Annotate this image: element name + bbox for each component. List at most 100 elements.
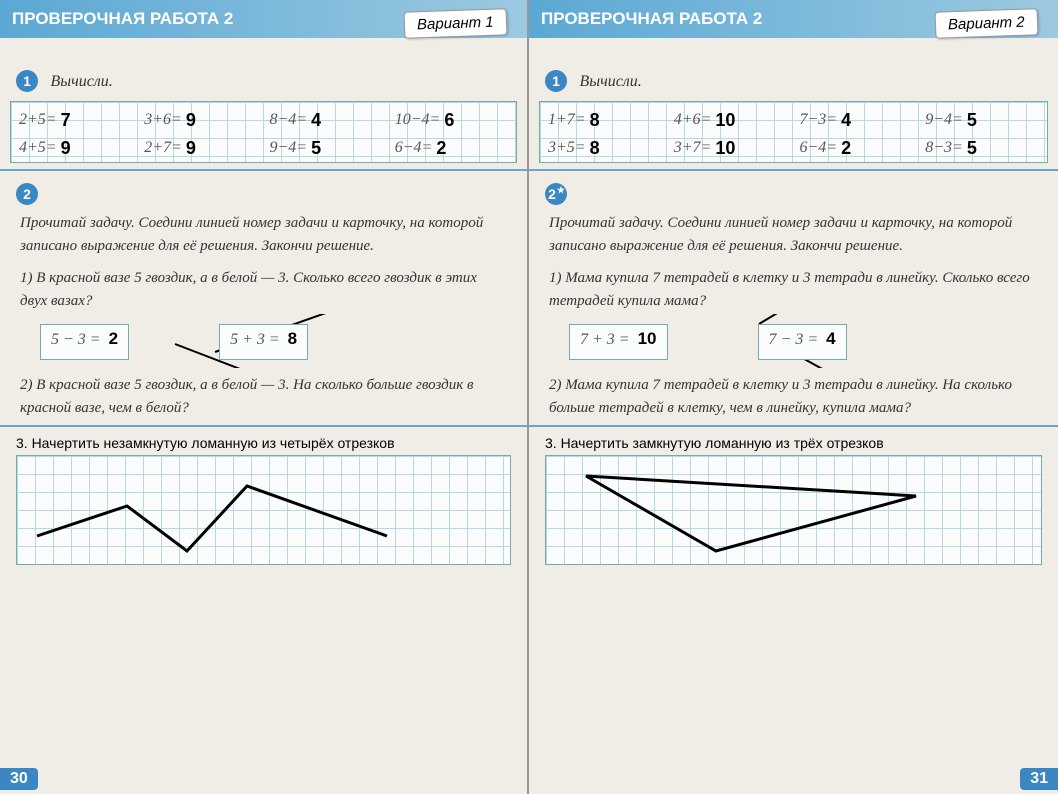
page-variant-1: ПРОВЕРОЧНАЯ РАБОТА 2 Вариант 1 1 Вычисли… [0, 0, 529, 794]
polyline-svg [17, 456, 510, 564]
calc-expr: 9−4= [925, 111, 963, 129]
expr2: 7 − 3 = [769, 331, 819, 348]
closed-polygon [586, 476, 916, 551]
calc-answer: 8 [590, 138, 600, 159]
drawing-grid [16, 455, 511, 565]
calc-expr: 2+5= [19, 111, 57, 129]
task1-badge: 1 [16, 70, 38, 92]
calc-expr: 7−3= [800, 111, 838, 129]
task2-row: 2 [0, 175, 527, 210]
expr2-ans: 8 [288, 329, 297, 348]
page-number: 30 [0, 768, 38, 790]
task2-badge: 2 [16, 183, 38, 205]
task2-text: Прочитай задачу. Соедини линией номер за… [529, 210, 1058, 261]
calc-answer: 9 [186, 110, 196, 131]
expr1: 5 − 3 = [51, 331, 101, 348]
calc-answer: 5 [967, 138, 977, 159]
calc-expr: 3+6= [144, 111, 182, 129]
calc-expr: 2+7= [144, 139, 182, 157]
calc-answer: 4 [311, 110, 321, 131]
task1-title: Вычисли. [50, 73, 112, 90]
calc-cell: 6−4=2 [794, 134, 920, 162]
calc-expr: 3+7= [674, 139, 712, 157]
divider [529, 169, 1058, 171]
expr-box-1: 7 + 3 = 10 [569, 324, 668, 360]
calc-expr: 6−4= [395, 139, 433, 157]
calc-cell: 9−4=5 [264, 134, 389, 162]
drawing-grid [545, 455, 1042, 565]
calc-answer: 4 [841, 110, 851, 131]
expr1-ans: 2 [109, 329, 118, 348]
question-2: 2) Мама купила 7 тетрадей в клетку и 3 т… [529, 368, 1058, 421]
header-title: ПРОВЕРОЧНАЯ РАБОТА 2 [12, 9, 233, 29]
expr2: 5 + 3 = [230, 331, 280, 348]
calc-answer: 2 [436, 138, 446, 159]
calc-answer: 7 [61, 110, 71, 131]
variant-tab: Вариант 1 [404, 8, 508, 39]
question-2: 2) В красной вазе 5 гвоздик, а в белой —… [0, 368, 527, 421]
calc-answer: 9 [186, 138, 196, 159]
calc-cell: 4+5=9 [13, 134, 138, 162]
page-variant-2: ПРОВЕРОЧНАЯ РАБОТА 2 Вариант 2 1 Вычисли… [529, 0, 1058, 794]
calc-expr: 4+5= [19, 139, 57, 157]
calc-grid: 1+7=84+6=107−3=49−4=53+5=83+7=106−4=28−3… [539, 101, 1048, 163]
task3-label: 3. Начертить незамкнутую ломанную из чет… [0, 431, 527, 453]
calc-cell: 6−4=2 [389, 134, 514, 162]
calc-expr: 4+6= [674, 111, 712, 129]
expr1-ans: 10 [638, 329, 657, 348]
expression-row: 5 − 3 = 2 5 + 3 = 8 [0, 314, 527, 368]
calc-expr: 8−4= [270, 111, 308, 129]
task1-title: Вычисли. [579, 73, 641, 90]
expr2-ans: 4 [826, 329, 835, 348]
calc-grid: 2+5=73+6=98−4=410−4=64+5=92+7=99−4=56−4=… [10, 101, 517, 163]
calc-cell: 3+5=8 [542, 134, 668, 162]
expr-box-1: 5 − 3 = 2 [40, 324, 129, 360]
calc-expr: 1+7= [548, 111, 586, 129]
task1-row: 1 Вычисли. [529, 62, 1058, 97]
calc-cell: 2+5=7 [13, 106, 138, 134]
task1-badge: 1 [545, 70, 567, 92]
divider [0, 425, 527, 427]
calc-cell: 10−4=6 [389, 106, 514, 134]
calc-cell: 4+6=10 [668, 106, 794, 134]
calc-answer: 5 [967, 110, 977, 131]
calc-cell: 7−3=4 [794, 106, 920, 134]
expr-box-2: 7 − 3 = 4 [758, 324, 847, 360]
calc-answer: 10 [715, 138, 735, 159]
calc-answer: 6 [444, 110, 454, 131]
question-1: 1) В красной вазе 5 гвоздик, а в белой —… [0, 261, 527, 314]
calc-cell: 1+7=8 [542, 106, 668, 134]
expr-box-2: 5 + 3 = 8 [219, 324, 308, 360]
calc-answer: 8 [590, 110, 600, 131]
expr1: 7 + 3 = [580, 331, 630, 348]
header-title: ПРОВЕРОЧНАЯ РАБОТА 2 [541, 9, 762, 29]
variant-tab: Вариант 2 [935, 8, 1039, 39]
task2-badge: 2 [545, 183, 567, 205]
calc-cell: 2+7=9 [138, 134, 263, 162]
calc-answer: 10 [715, 110, 735, 131]
divider [529, 425, 1058, 427]
calc-cell: 3+6=9 [138, 106, 263, 134]
calc-answer: 5 [311, 138, 321, 159]
calc-expr: 3+5= [548, 139, 586, 157]
polygon-svg [546, 456, 1041, 564]
divider [0, 169, 527, 171]
calc-answer: 2 [841, 138, 851, 159]
page-number: 31 [1020, 768, 1058, 790]
calc-answer: 9 [61, 138, 71, 159]
calc-cell: 8−3=5 [919, 134, 1045, 162]
calc-expr: 10−4= [395, 111, 441, 129]
task3-label: 3. Начертить замкнутую ломанную из трёх … [529, 431, 1058, 453]
calc-expr: 9−4= [270, 139, 308, 157]
calc-expr: 6−4= [800, 139, 838, 157]
task2-text: Прочитай задачу. Соедини линией номер за… [0, 210, 527, 261]
calc-cell: 9−4=5 [919, 106, 1045, 134]
task2-row: 2 [529, 175, 1058, 210]
calc-cell: 3+7=10 [668, 134, 794, 162]
question-1: 1) Мама купила 7 тетрадей в клетку и 3 т… [529, 261, 1058, 314]
calc-expr: 8−3= [925, 139, 963, 157]
expression-row: 7 + 3 = 10 7 − 3 = 4 [529, 314, 1058, 368]
task1-row: 1 Вычисли. [0, 62, 527, 97]
open-polyline [37, 486, 387, 551]
calc-cell: 8−4=4 [264, 106, 389, 134]
